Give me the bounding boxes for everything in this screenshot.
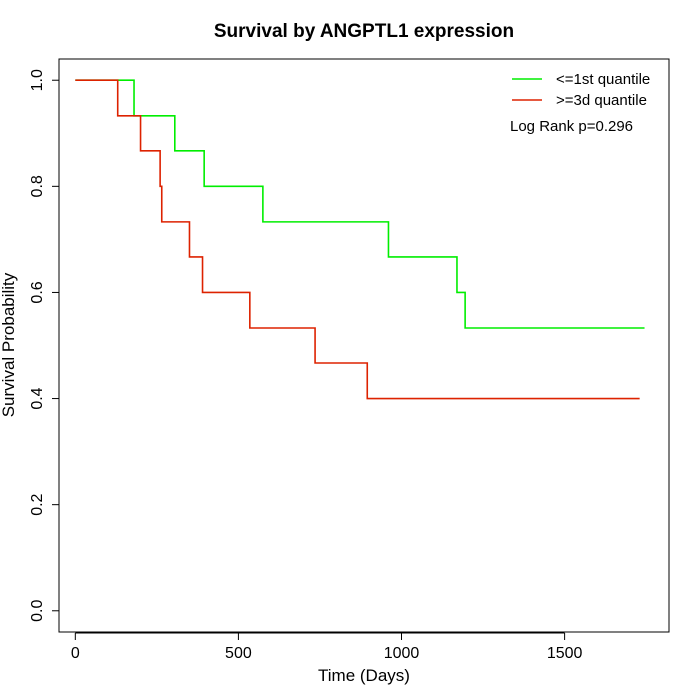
y-tick-label: 0.2 [29,493,46,515]
y-tick-label: 0.8 [29,175,46,197]
log-rank-annotation: Log Rank p=0.296 [510,118,633,135]
y-tick-label: 0.4 [29,387,46,409]
x-tick-label: 1000 [384,645,420,662]
x-axis-label: Time (Days) [318,666,410,685]
x-tick-label: 0 [71,645,80,662]
y-tick-label: 1.0 [29,69,46,91]
x-tick-label: 500 [225,645,252,662]
survival-curve-1 [75,79,645,329]
x-axis: 0 500 1000 1500 [71,632,583,662]
y-axis-label: Survival Probability [0,272,18,417]
y-axis: 0.0 0.2 0.4 0.6 0.8 1.0 [29,69,60,622]
legend: <=1st quantile >=3d quantile [512,71,650,109]
chart-title: Survival by ANGPTL1 expression [214,21,514,42]
legend-label: <=1st quantile [556,71,650,88]
series-layer [75,79,645,400]
plot-frame [58,58,670,633]
survival-curve-2 [75,79,640,400]
legend-label: >=3d quantile [556,92,647,109]
y-tick-label: 0.0 [29,600,46,622]
x-tick-label: 1500 [547,645,583,662]
y-tick-label: 0.6 [29,281,46,303]
